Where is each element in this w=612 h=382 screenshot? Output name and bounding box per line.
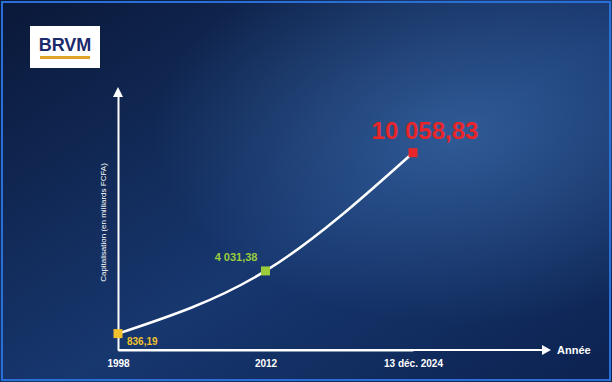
logo: BRVM xyxy=(30,26,100,68)
x-axis: 1998 2012 13 déc. 2024 xyxy=(107,350,443,369)
y-axis-arrow xyxy=(113,87,123,97)
chart: BRVM 1998 2012 13 déc. 2024 Année Capitalisat… xyxy=(0,0,612,382)
x-tick-label: 2012 xyxy=(255,358,278,369)
x-tick: 2012 xyxy=(255,350,278,369)
x-tick-label: 13 déc. 2024 xyxy=(384,358,443,369)
data-label: 4 031,38 xyxy=(215,251,258,263)
plot-area xyxy=(114,148,418,338)
x-axis-title: Année xyxy=(557,344,591,356)
y-axis xyxy=(118,96,119,351)
point-marker xyxy=(114,329,123,338)
logo-text: BRVM xyxy=(39,35,92,55)
frame xyxy=(2,2,610,380)
x-axis-arrow-line xyxy=(118,349,545,351)
point-marker xyxy=(409,148,418,157)
background-glow xyxy=(0,0,612,382)
data-label: 10 058,83 xyxy=(372,117,479,144)
x-axis-arrow xyxy=(542,345,551,355)
x-tick-label: 1998 xyxy=(107,358,130,369)
logo-box xyxy=(30,26,100,68)
background xyxy=(0,0,612,382)
x-tick: 1998 xyxy=(107,350,130,369)
x-tick: 13 déc. 2024 xyxy=(384,350,443,369)
line xyxy=(118,153,413,334)
point-marker xyxy=(261,266,270,275)
y-axis-title: Capitalisation (en milliards FCFA) xyxy=(99,163,108,282)
y-axis-line xyxy=(118,96,120,351)
data-label: 836,19 xyxy=(127,336,158,347)
logo-underline xyxy=(40,56,90,59)
